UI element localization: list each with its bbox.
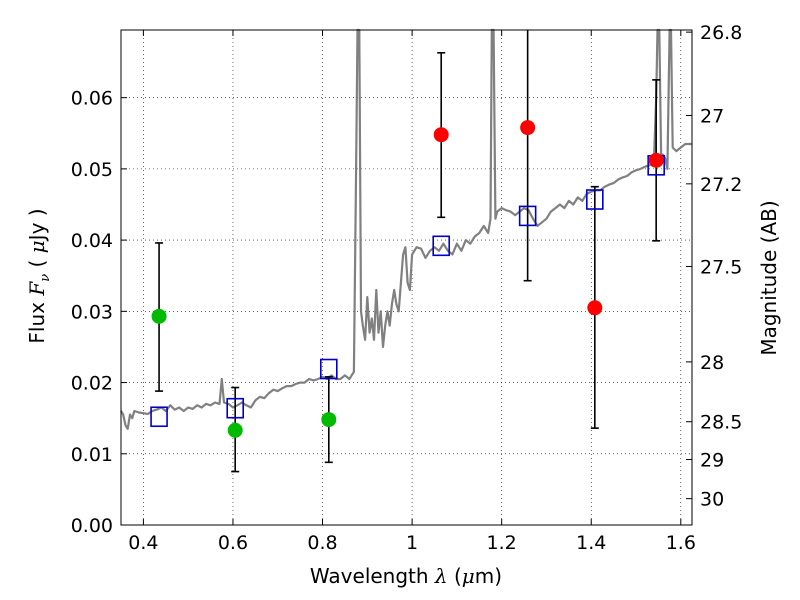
y2-tick-label: 27.2 (700, 174, 742, 196)
model-flux-square (432, 235, 451, 257)
red-flux-point (433, 127, 449, 143)
red-flux-point (587, 300, 603, 316)
x-tick-label: 1.6 (666, 532, 696, 554)
green-flux-point (321, 412, 337, 428)
x-tick-label: 1.2 (487, 532, 517, 554)
y2-axis-label: Magnitude (AB) (757, 200, 781, 355)
y-tick-label: 0.01 (71, 444, 113, 466)
y2-tick-label: 28.5 (700, 412, 742, 434)
model-flux-markers (150, 155, 665, 428)
y2-tick-label: 26.8 (700, 22, 742, 44)
x-tick-label: 0.6 (218, 532, 248, 554)
red-flux-point (648, 152, 664, 168)
y-tick-label: 0.04 (71, 230, 113, 252)
x-tick-label: 1.4 (576, 532, 606, 554)
y-tick-label: 0.02 (71, 373, 113, 395)
model-flux-square (226, 397, 244, 419)
model-flux-square (150, 406, 168, 428)
observed-flux-markers (151, 120, 664, 438)
model-flux-square (319, 358, 338, 380)
error-bar (523, 30, 532, 282)
model-flux-square (518, 205, 537, 227)
y2-tick-label: 29 (700, 449, 724, 471)
x-tick-label: 1 (406, 532, 418, 554)
axis-ticks: 0.4 0.6 0.8 1 1.2 1.4 1.6 0.00 0.01 0.02 0.03 0.04 0… (71, 22, 743, 554)
x-axis-label: Wavelength λ (μm) (310, 564, 502, 588)
y2-tick-label: 27 (700, 105, 724, 127)
y2-tick-label: 27.5 (700, 256, 742, 278)
y-tick-label: 0.03 (71, 301, 113, 323)
y-tick-label: 0.00 (71, 515, 113, 537)
y2-tick-label: 30 (700, 489, 724, 511)
y-tick-label: 0.05 (71, 159, 113, 181)
y2-tick-label: 28 (700, 352, 724, 374)
green-flux-point (227, 422, 243, 438)
x-tick-label: 0.4 (128, 532, 158, 554)
red-flux-point (520, 120, 536, 136)
green-flux-point (151, 308, 167, 324)
plot-frame (120, 29, 693, 526)
grid-lines (121, 30, 692, 525)
y-tick-label: 0.06 (71, 88, 113, 110)
x-tick-label: 0.8 (307, 532, 337, 554)
y-axis-label: Flux Fν ( μJy ) (25, 208, 53, 343)
model-flux-square (586, 189, 604, 210)
